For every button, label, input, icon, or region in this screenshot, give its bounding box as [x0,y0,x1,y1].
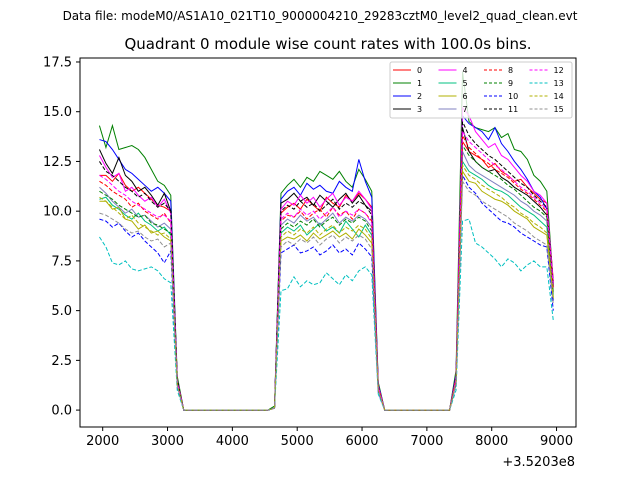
series-line-14 [99,163,554,411]
x-tick-label: 6000 [345,434,378,449]
y-tick-label: 2.5 [51,354,72,369]
legend-label-14: 14 [554,92,564,101]
y-tick-label: 0.0 [51,404,72,419]
y-tick-label: 5.0 [51,304,72,319]
axes-background [80,58,576,427]
figure-suptitle: Data file: modeM0/AS1A10_021T10_90000042… [63,9,578,23]
axes-frame [79,57,577,428]
legend-label-3: 3 [417,105,422,114]
x-tick-label: 3000 [151,434,184,449]
y-tick-label: 12.5 [43,155,72,170]
legend-box [389,61,573,119]
x-tick-label: 7000 [410,434,443,449]
x-tick-label: 8000 [475,434,508,449]
y-tick-label: 15.0 [43,105,72,120]
y-tick-label: 17.5 [43,55,72,70]
series-line-13 [99,218,554,411]
series-line-15 [99,179,554,411]
series-group [98,71,554,411]
legend-label-4: 4 [463,66,468,75]
x-tick-label: 4000 [216,434,249,449]
legend-label-6: 6 [463,92,468,101]
legend-label-9: 9 [508,79,513,88]
y-tick-label: 10.0 [43,205,72,220]
y-axis: 0.0 2.5 5.0 7.5 10.0 12.5 15.0 17.5 [43,55,80,419]
legend-label-12: 12 [554,66,564,75]
legend-label-1: 1 [417,79,422,88]
x-tick-label: 9000 [540,434,573,449]
x-tick-label: 5000 [281,434,314,449]
legend-label-0: 0 [417,66,422,75]
legend-label-15: 15 [554,105,564,114]
legend-label-5: 5 [463,79,468,88]
x-offset-label: +3.5203e8 [502,455,575,470]
legend-label-13: 13 [554,79,564,88]
x-axis: 2000 3000 4000 5000 6000 7000 8000 9000 [86,427,573,449]
legend-label-10: 10 [508,92,518,101]
chart-title: Quadrant 0 module wise count rates with … [124,35,531,53]
plot-area [79,57,577,428]
legend-label-11: 11 [508,105,518,114]
y-tick-label: 7.5 [51,254,72,269]
series-line-11 [99,121,554,411]
x-tick-label: 2000 [86,434,119,449]
legend-label-2: 2 [417,92,422,101]
legend-label-8: 8 [508,66,513,75]
legend-label-7: 7 [463,105,468,114]
